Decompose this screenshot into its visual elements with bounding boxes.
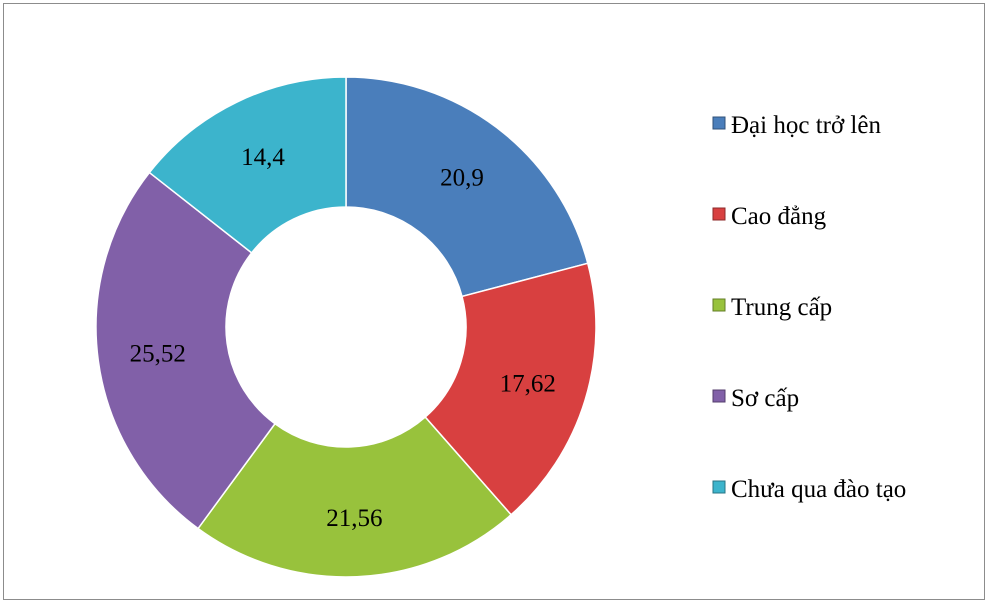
legend-label-3: Trung cấp <box>731 294 832 321</box>
value-label-item-2: 17,62 <box>500 370 556 397</box>
slice-item-4 <box>95 171 277 530</box>
slice-item-3 <box>196 416 513 578</box>
legend-label-4: Sơ cấp <box>731 385 799 412</box>
legend-item-3: Trung cấp <box>712 294 832 321</box>
legend-item-2: Cao đẳng <box>712 203 827 230</box>
legend-label-1: Đại học trở lên <box>731 112 881 139</box>
value-label-item-1: 20,9 <box>440 165 484 192</box>
slice-item-5 <box>148 76 347 254</box>
slice-item-1 <box>345 76 589 298</box>
legend-label-5: Chưa qua đào tạo <box>731 476 906 503</box>
legend-swatch-4 <box>712 389 726 403</box>
legend-item-1: Đại học trở lên <box>712 112 881 139</box>
legend-swatch-3 <box>712 298 726 312</box>
legend-swatch-2 <box>712 207 726 221</box>
value-label-item-3: 21,56 <box>326 505 382 532</box>
legend-swatch-1 <box>712 116 726 130</box>
value-label-item-4: 25,52 <box>130 341 186 368</box>
legend-label-2: Cao đẳng <box>731 203 827 230</box>
value-label-item-5: 14,4 <box>241 144 285 171</box>
legend-swatch-5 <box>712 480 726 494</box>
slices-group <box>95 76 597 578</box>
value-labels-group: 20,9 17,62 21,56 25,52 14,4 <box>130 144 556 532</box>
legend: Đại học trở lên Cao đẳng Trung cấp Sơ cấp Ch… <box>712 112 906 503</box>
legend-item-5: Chưa qua đào tạo <box>712 476 906 503</box>
legend-item-4: Sơ cấp <box>712 385 799 412</box>
slice-item-2 <box>424 262 597 516</box>
